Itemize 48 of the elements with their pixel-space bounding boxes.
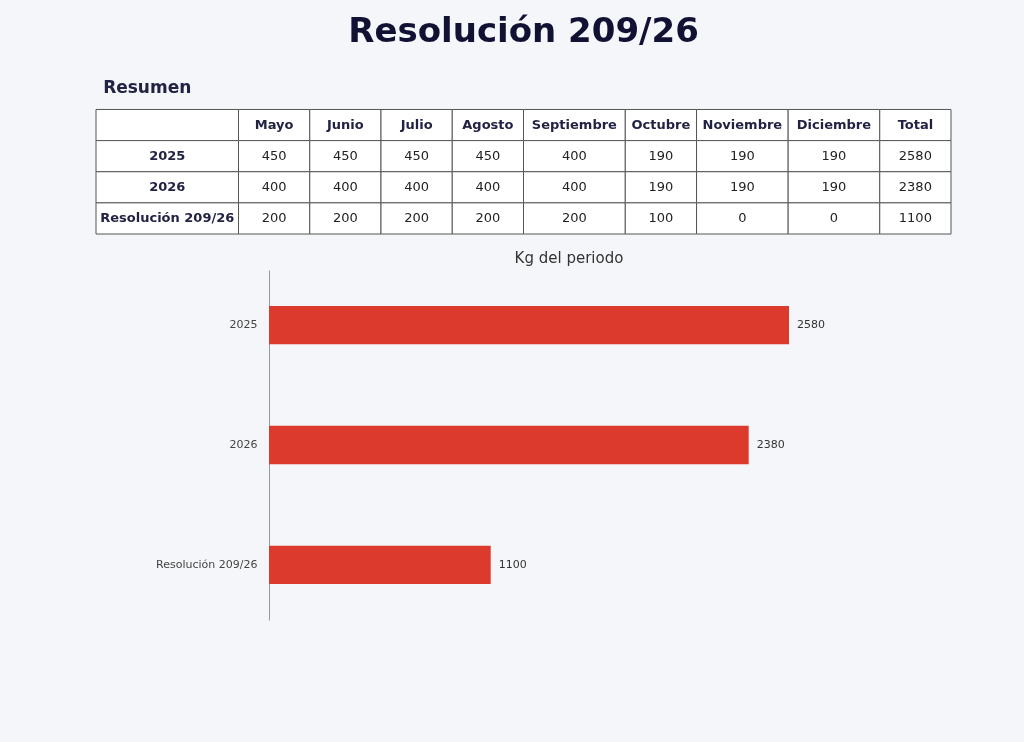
data-label: 1100 xyxy=(898,210,932,226)
text: Resumen xyxy=(103,76,192,97)
category-label: Julio xyxy=(399,117,433,133)
text: 2026 xyxy=(149,179,186,195)
data-label: 190 xyxy=(648,179,674,195)
data-label: 0 xyxy=(738,210,747,226)
data-label: 450 xyxy=(475,148,501,164)
category-label: Mayo xyxy=(254,117,294,133)
category-label: Junio xyxy=(326,117,364,133)
data-label: 450 xyxy=(332,148,358,164)
y-tick-label: 2026 xyxy=(229,438,258,451)
data-label: 200 xyxy=(404,210,430,226)
category-label: Agosto xyxy=(462,117,514,133)
data-label: 2580 xyxy=(898,148,932,164)
data-label: 190 xyxy=(648,148,674,164)
category-label: Noviembre xyxy=(702,117,783,133)
data-label: 0 xyxy=(829,210,839,226)
data-label: 400 xyxy=(475,179,501,195)
data-label: 200 xyxy=(561,210,587,226)
data-label: 450 xyxy=(404,148,430,164)
data-label: 190 xyxy=(821,179,847,195)
category-label: Octubre xyxy=(631,117,691,133)
data-label: 200 xyxy=(332,210,358,226)
data-label: 190 xyxy=(729,148,755,164)
data-label: 100 xyxy=(648,210,674,226)
data-label: 200 xyxy=(475,210,501,226)
data-label: 450 xyxy=(261,148,287,164)
data-label: 400 xyxy=(404,179,430,195)
y-tick-label: 2025 xyxy=(229,318,258,332)
chart-title: Kg del periodo xyxy=(514,249,624,267)
data-label: 2380 xyxy=(898,179,932,195)
y-tick-label: Resolución 209/26 xyxy=(156,557,258,571)
data-label: 2380 xyxy=(756,438,785,451)
data-label: 400 xyxy=(332,179,358,195)
category-label: Diciembre xyxy=(796,117,872,133)
data-label: 190 xyxy=(729,179,755,195)
text: Resolución 209/26 xyxy=(348,10,699,50)
data-label: 200 xyxy=(261,210,287,226)
data-label: 1100 xyxy=(498,557,527,571)
series-label: Resolución 209/26 xyxy=(100,210,235,226)
data-label: 2580 xyxy=(797,318,825,332)
category-label: Septiembre xyxy=(531,117,618,133)
data-label: 400 xyxy=(561,179,587,195)
category-label: Total xyxy=(897,117,934,133)
data-label: 400 xyxy=(261,179,287,195)
text: 2025 xyxy=(149,148,186,164)
data-label: 400 xyxy=(561,148,587,164)
data-label: 190 xyxy=(821,148,847,164)
